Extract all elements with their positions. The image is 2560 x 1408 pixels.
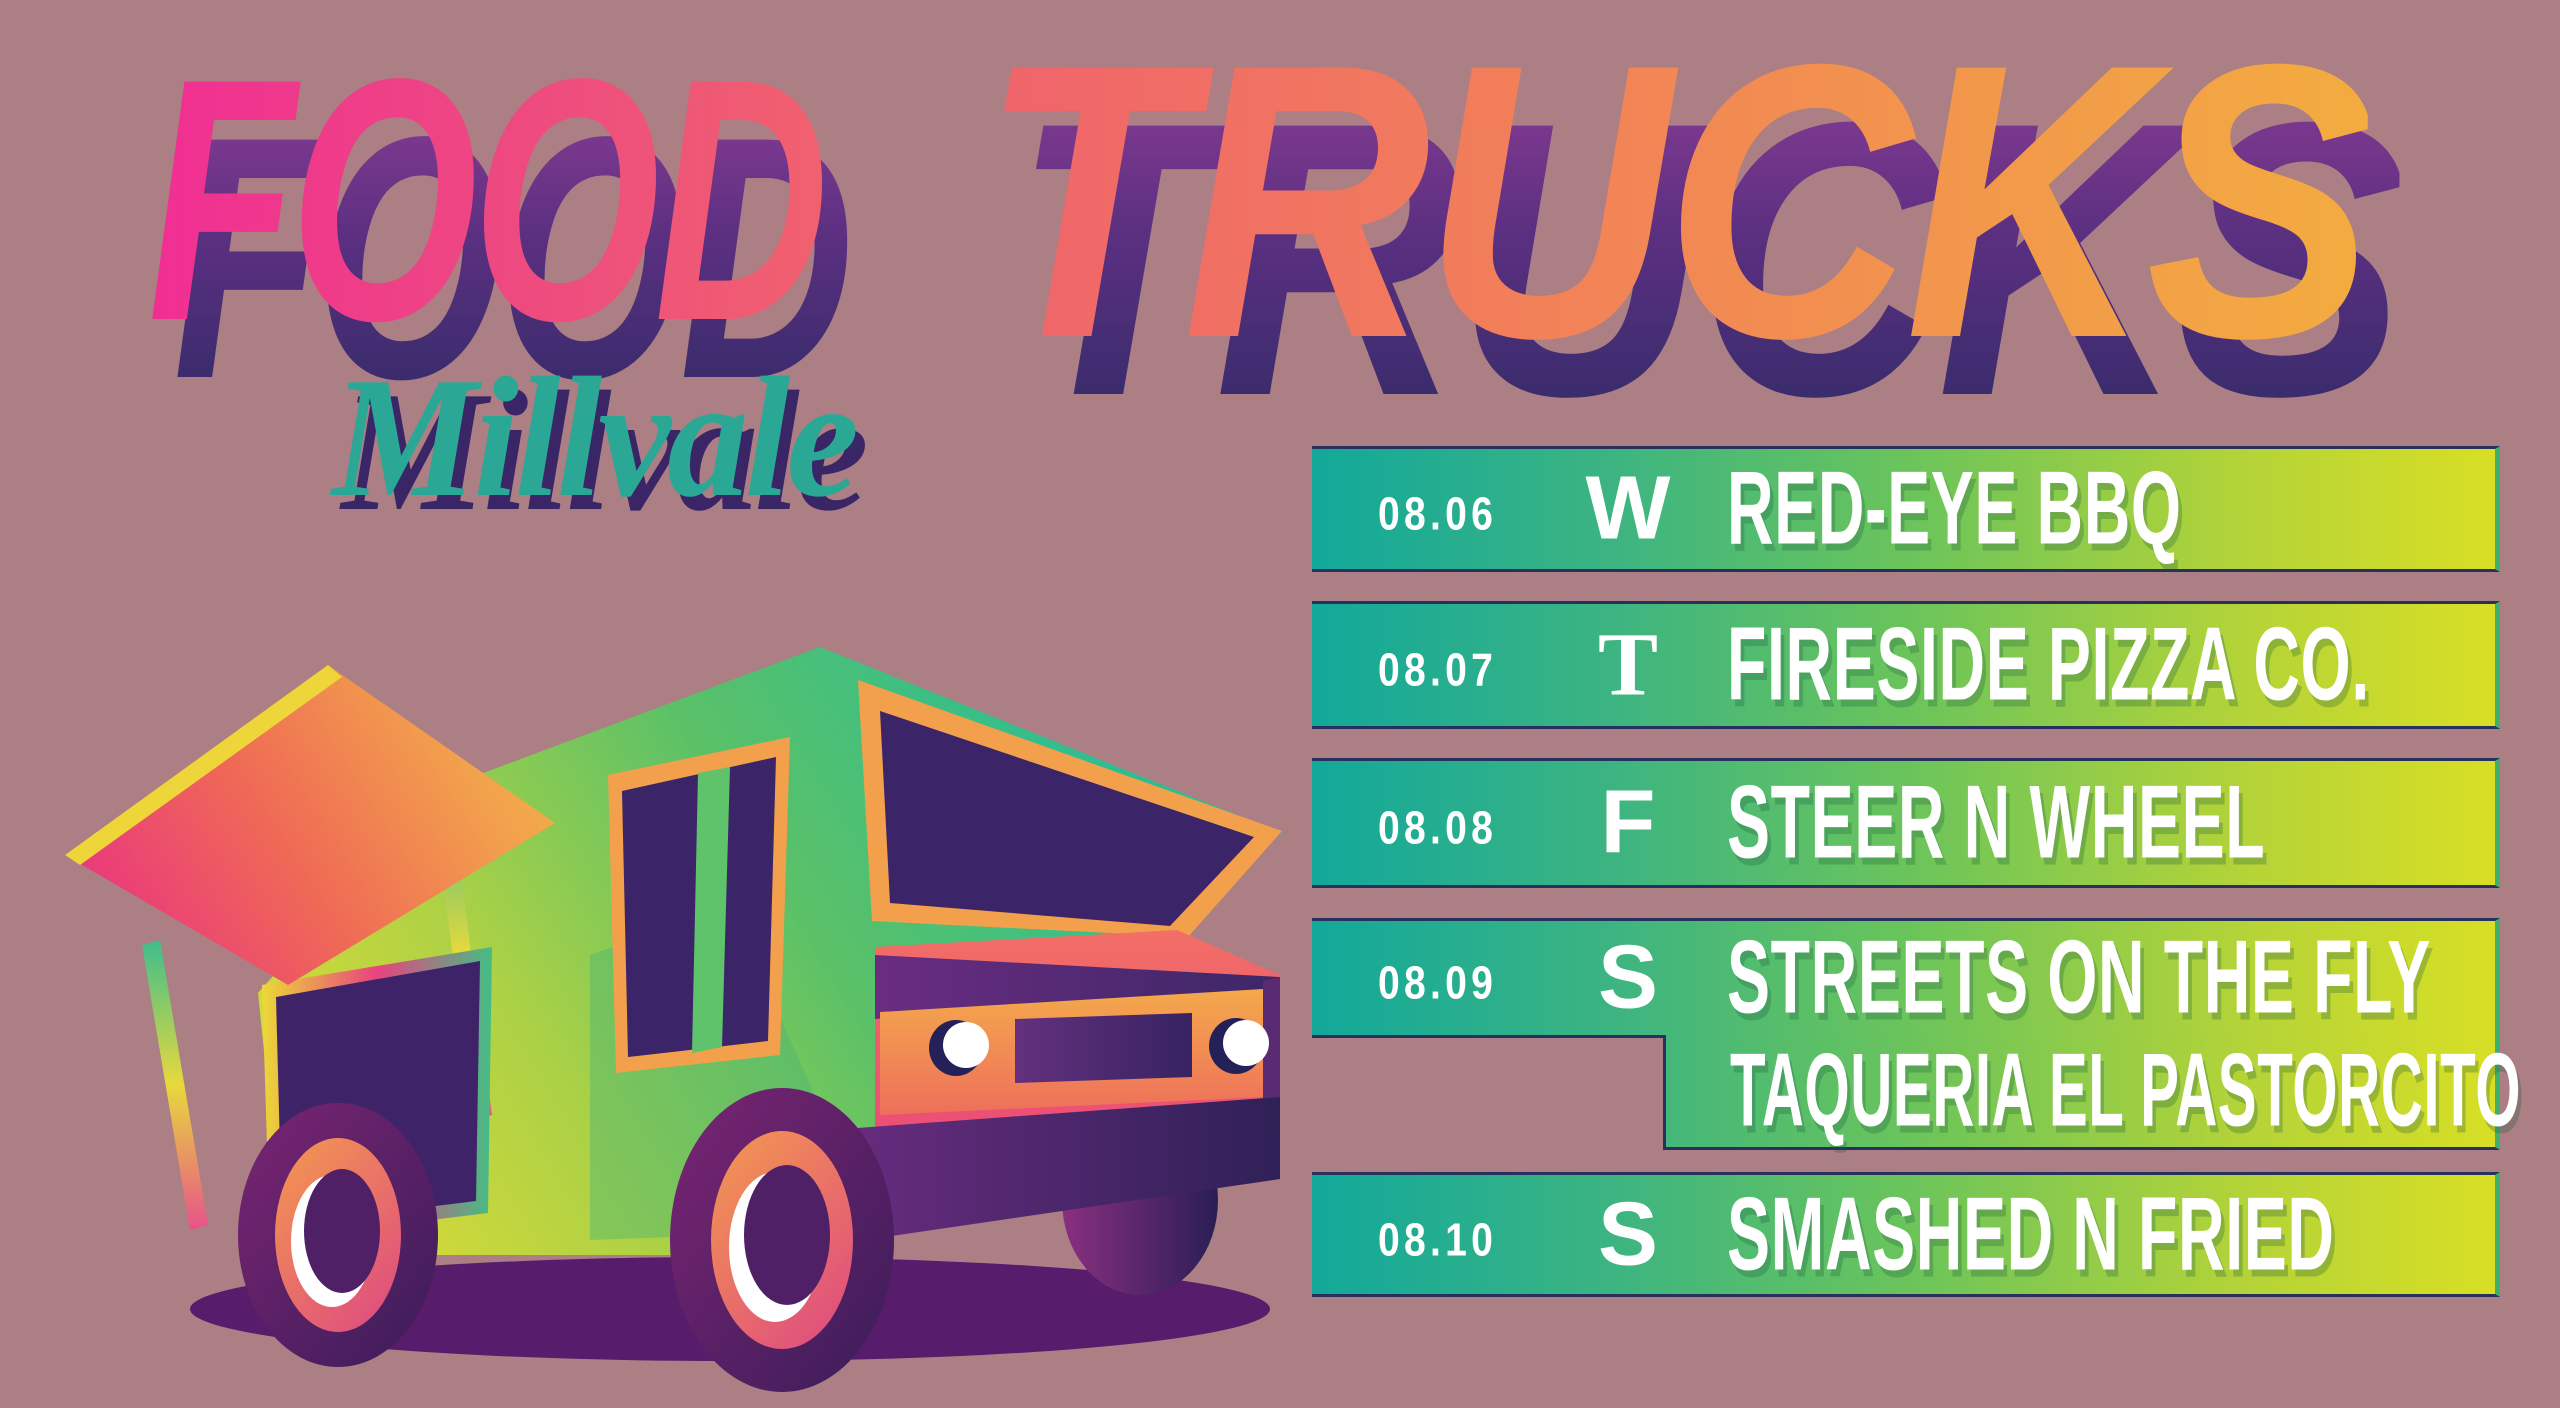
row-date: 08.09 xyxy=(1378,956,1498,1009)
row-vendor: RED-EYE BBQ xyxy=(1727,450,2182,567)
schedule-row: 08.07 T FIRESIDE PIZZA CO. xyxy=(1312,601,2500,729)
side-window-divider xyxy=(692,767,730,1053)
awning-edge-highlight xyxy=(65,665,342,865)
title-word-trucks-shadow: TRUCKS xyxy=(1012,64,2407,454)
rear-wheel xyxy=(238,1103,438,1367)
row-date: 08.07 xyxy=(1378,643,1498,696)
awning-panel xyxy=(65,665,555,985)
row-day: T xyxy=(1597,615,1659,715)
schedule-row: 08.08 F STEER N WHEEL xyxy=(1312,758,2500,888)
food-truck-illustration xyxy=(30,585,1310,1395)
windshield-glass xyxy=(880,711,1254,926)
schedule-row: 08.09 S STREETS ON THE FLY xyxy=(1312,918,2500,1036)
row-day: W xyxy=(1585,458,1671,559)
title-word-food-front: FOOD xyxy=(148,8,829,393)
row-vendor: STEER N WHEEL xyxy=(1727,764,2266,881)
subtitle-millvale: Millvale xyxy=(332,343,859,533)
row-vendor: TAQUERIA EL PASTORCITO xyxy=(1730,1032,2522,1149)
food-truck-svg xyxy=(65,647,1282,1392)
row-day: S xyxy=(1597,927,1659,1028)
schedule-row: 08.10 S SMASHED N FRIED xyxy=(1312,1172,2500,1297)
middle-wheel xyxy=(670,1088,894,1392)
title-word-trucks-front: TRUCKS xyxy=(980,0,2375,419)
row-day: F xyxy=(1600,772,1656,873)
row-vendor: STREETS ON THE FLY xyxy=(1727,919,2431,1036)
row-vendor: FIRESIDE PIZZA CO. xyxy=(1727,606,2370,723)
row-vendor: SMASHED N FRIED xyxy=(1727,1176,2335,1292)
headlight-right xyxy=(1223,1020,1269,1066)
headlight-left xyxy=(943,1022,989,1068)
row-day: S xyxy=(1597,1184,1659,1284)
schedule-row-seam xyxy=(1312,1035,1663,1038)
schedule-row: 08.06 W RED-EYE BBQ xyxy=(1312,446,2500,572)
grille xyxy=(1015,1013,1192,1083)
row-date: 08.10 xyxy=(1378,1212,1498,1265)
row-date: 08.06 xyxy=(1378,487,1498,540)
awning-strut-left xyxy=(142,940,208,1230)
row-date: 08.08 xyxy=(1378,801,1498,854)
schedule-row-continued: TAQUERIA EL PASTORCITO xyxy=(1663,1033,2521,1150)
bumper xyxy=(830,1097,1280,1245)
front-band xyxy=(875,955,1280,1019)
title-word-food-shadow: FOOD xyxy=(173,86,854,431)
